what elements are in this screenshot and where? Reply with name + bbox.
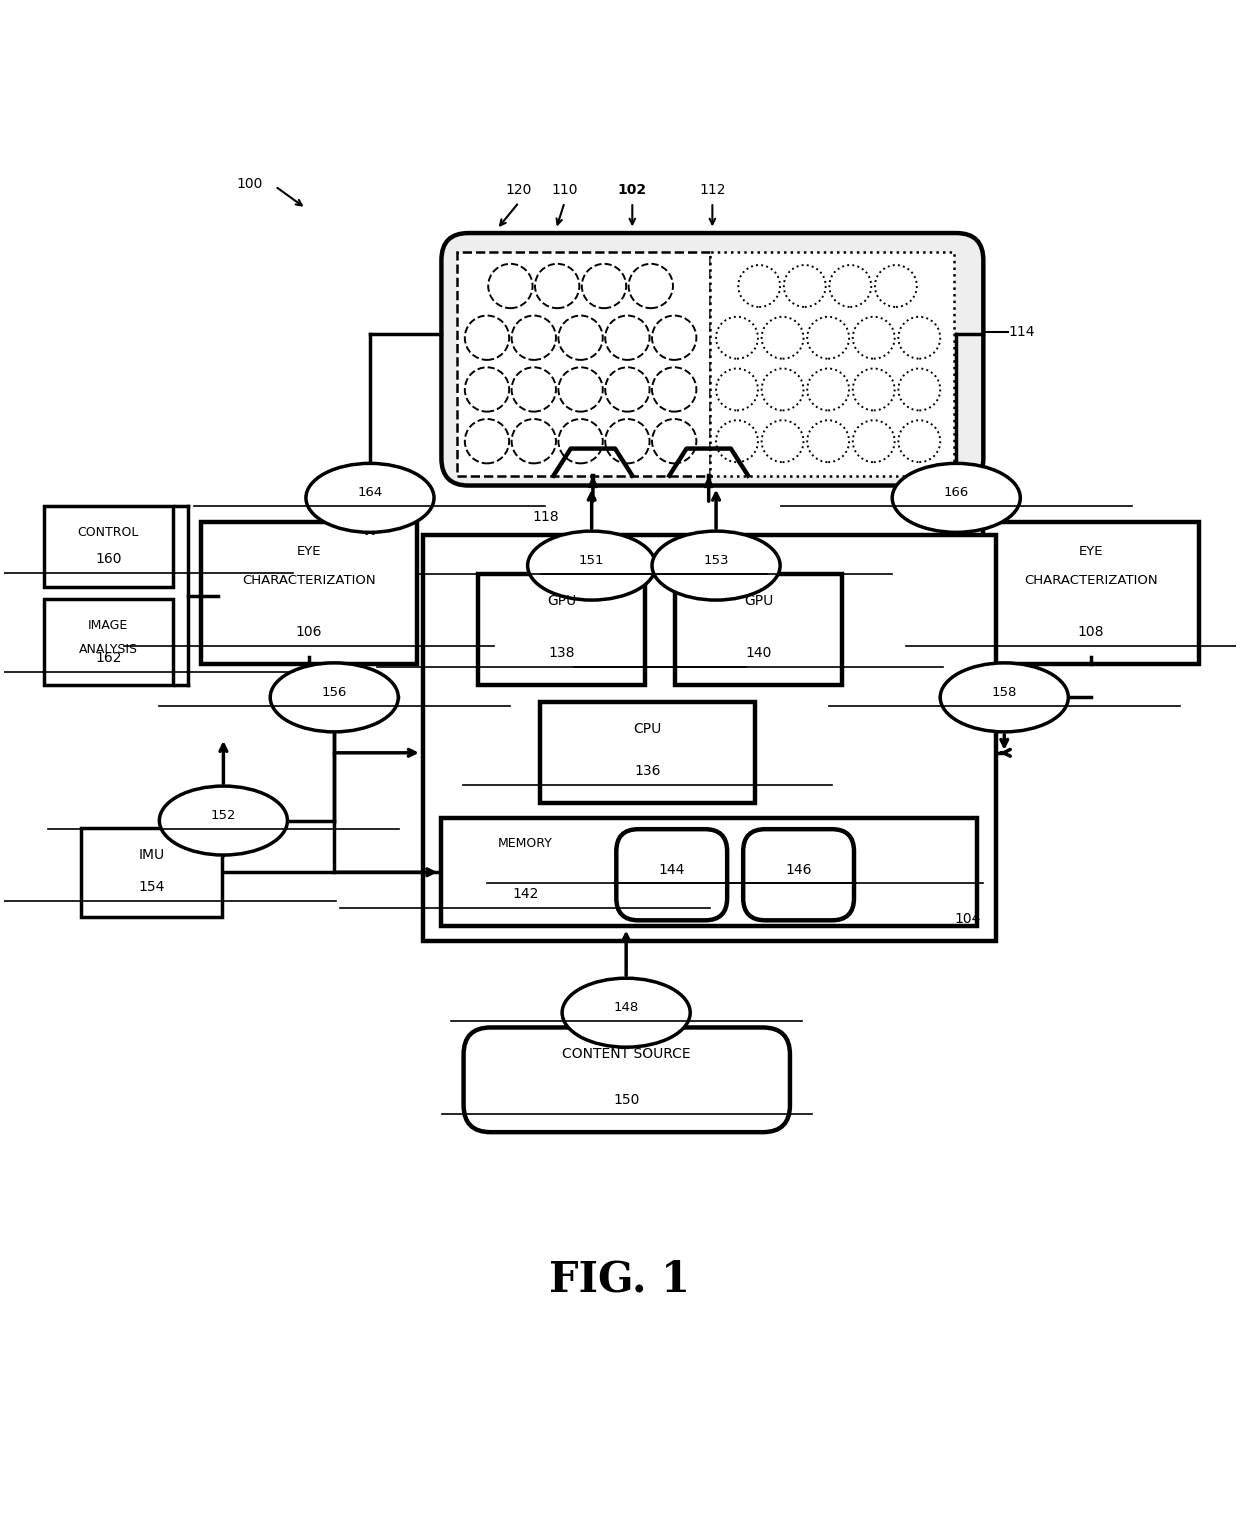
Text: 100: 100 bbox=[237, 177, 263, 191]
Bar bbox=[201, 522, 417, 664]
Text: 104: 104 bbox=[955, 912, 981, 926]
Text: 148: 148 bbox=[614, 1002, 639, 1014]
Text: 114: 114 bbox=[1008, 325, 1034, 339]
FancyBboxPatch shape bbox=[743, 829, 854, 920]
Text: CPU: CPU bbox=[634, 722, 662, 735]
Bar bbox=[479, 575, 645, 685]
Text: CONTROL: CONTROL bbox=[78, 527, 139, 539]
FancyBboxPatch shape bbox=[464, 1027, 790, 1132]
Ellipse shape bbox=[160, 787, 288, 855]
Text: FIG. 1: FIG. 1 bbox=[549, 1259, 691, 1301]
Text: 138: 138 bbox=[548, 646, 575, 660]
Text: IMU: IMU bbox=[139, 847, 165, 861]
Text: 142: 142 bbox=[512, 888, 538, 902]
Text: 108: 108 bbox=[1078, 625, 1105, 638]
Text: 166: 166 bbox=[944, 486, 968, 499]
Text: ANALYSIS: ANALYSIS bbox=[79, 643, 138, 657]
Text: CONTENT SOURCE: CONTENT SOURCE bbox=[563, 1047, 691, 1061]
Bar bbox=[539, 702, 755, 803]
Ellipse shape bbox=[306, 463, 434, 533]
Bar bbox=[43, 599, 172, 685]
Text: 164: 164 bbox=[357, 486, 383, 499]
Text: 144: 144 bbox=[658, 862, 684, 878]
Bar bbox=[458, 251, 711, 475]
Text: 140: 140 bbox=[745, 646, 771, 660]
Text: 112: 112 bbox=[699, 183, 725, 197]
Text: 156: 156 bbox=[321, 685, 347, 699]
FancyBboxPatch shape bbox=[441, 233, 983, 486]
Text: CHARACTERIZATION: CHARACTERIZATION bbox=[242, 575, 376, 587]
Bar bbox=[423, 534, 996, 941]
Text: 151: 151 bbox=[579, 554, 604, 567]
Text: GPU: GPU bbox=[744, 595, 774, 608]
Text: 160: 160 bbox=[95, 552, 122, 566]
Text: 150: 150 bbox=[614, 1092, 640, 1108]
Text: 154: 154 bbox=[138, 881, 165, 894]
Text: 136: 136 bbox=[635, 764, 661, 778]
Text: 102: 102 bbox=[618, 183, 647, 197]
Text: GPU: GPU bbox=[547, 595, 577, 608]
Ellipse shape bbox=[940, 663, 1069, 732]
Text: 110: 110 bbox=[552, 183, 578, 197]
Text: 153: 153 bbox=[703, 554, 729, 567]
Bar bbox=[676, 575, 842, 685]
Bar bbox=[711, 251, 954, 475]
Text: 152: 152 bbox=[211, 809, 236, 822]
Bar bbox=[43, 507, 172, 587]
Ellipse shape bbox=[652, 531, 780, 601]
Text: 146: 146 bbox=[785, 862, 812, 878]
Text: CHARACTERIZATION: CHARACTERIZATION bbox=[1024, 575, 1158, 587]
Bar bbox=[81, 828, 222, 917]
Text: 120: 120 bbox=[506, 183, 532, 197]
Text: 106: 106 bbox=[296, 625, 322, 638]
Ellipse shape bbox=[270, 663, 398, 732]
Text: EYE: EYE bbox=[296, 545, 321, 558]
FancyBboxPatch shape bbox=[616, 829, 727, 920]
Ellipse shape bbox=[562, 979, 691, 1047]
Bar bbox=[983, 522, 1199, 664]
Bar bbox=[441, 819, 977, 926]
Text: MEMORY: MEMORY bbox=[497, 837, 553, 850]
Ellipse shape bbox=[528, 531, 656, 601]
Text: EYE: EYE bbox=[1079, 545, 1104, 558]
Text: 118: 118 bbox=[533, 510, 559, 523]
Text: 158: 158 bbox=[992, 685, 1017, 699]
Text: 162: 162 bbox=[95, 651, 122, 666]
Text: IMAGE: IMAGE bbox=[88, 619, 129, 631]
Ellipse shape bbox=[893, 463, 1021, 533]
